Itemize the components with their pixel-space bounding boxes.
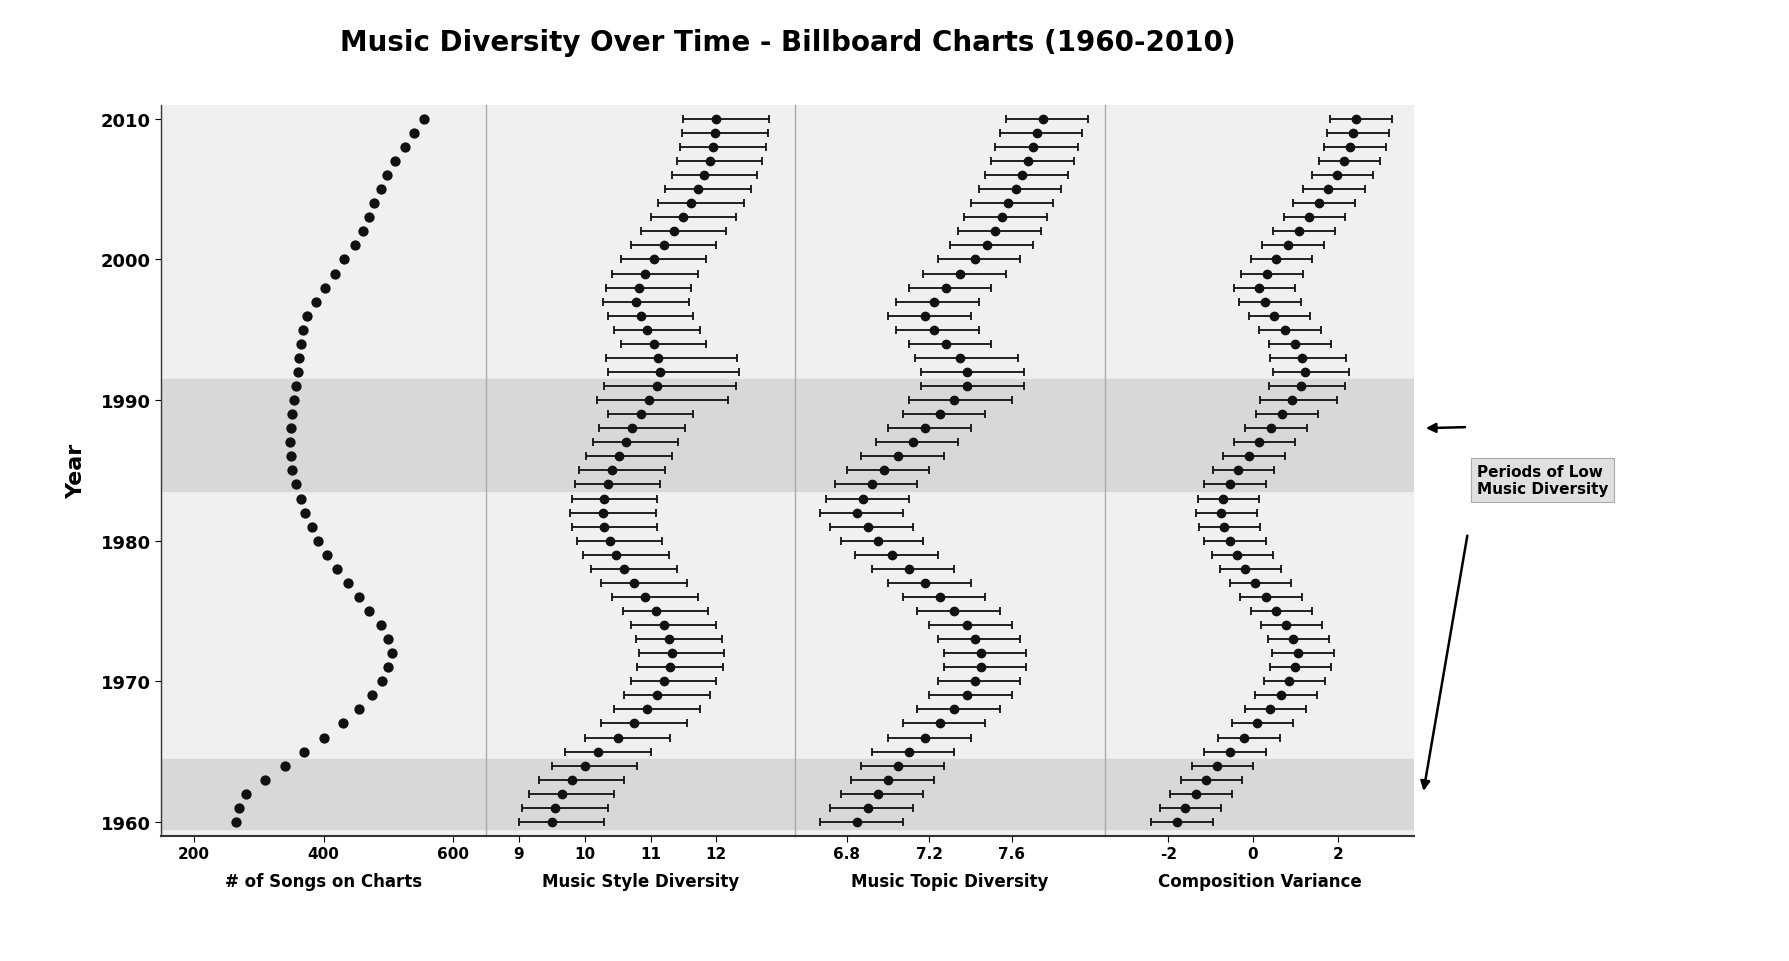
- Point: [222, 814, 250, 829]
- Y-axis label: Year: Year: [66, 443, 86, 499]
- Point: [381, 154, 410, 169]
- Point: [345, 702, 374, 717]
- Point: [367, 618, 395, 633]
- Bar: [1104, 759, 1413, 829]
- Bar: [161, 380, 485, 492]
- Point: [335, 576, 363, 591]
- Point: [360, 196, 388, 211]
- Point: [367, 183, 395, 198]
- Point: [309, 730, 338, 746]
- Point: [309, 281, 338, 296]
- Point: [286, 336, 315, 352]
- X-axis label: Composition Variance: Composition Variance: [1157, 873, 1360, 891]
- Bar: [794, 380, 1104, 492]
- Point: [290, 744, 318, 759]
- X-axis label: Music Topic Diversity: Music Topic Diversity: [852, 873, 1048, 891]
- Point: [345, 590, 374, 605]
- Bar: [161, 759, 485, 829]
- Point: [293, 308, 322, 324]
- Text: Music Diversity Over Time - Billboard Charts (1960-2010): Music Diversity Over Time - Billboard Ch…: [340, 29, 1234, 57]
- Bar: [1104, 380, 1413, 492]
- Point: [390, 140, 419, 156]
- X-axis label: # of Songs on Charts: # of Songs on Charts: [225, 873, 422, 891]
- Point: [277, 421, 306, 436]
- Point: [329, 253, 358, 268]
- Point: [277, 407, 306, 423]
- Point: [320, 266, 349, 282]
- Point: [288, 323, 317, 338]
- Point: [367, 674, 395, 689]
- Point: [377, 646, 406, 661]
- Point: [281, 379, 309, 394]
- Point: [410, 112, 438, 128]
- Bar: [794, 759, 1104, 829]
- Point: [354, 210, 383, 226]
- Point: [354, 604, 383, 619]
- Point: [372, 168, 401, 184]
- Point: [374, 631, 403, 647]
- Point: [284, 351, 313, 366]
- Point: [279, 393, 308, 408]
- Point: [270, 758, 299, 774]
- Point: [231, 786, 259, 801]
- Point: [340, 238, 369, 254]
- Point: [277, 463, 306, 479]
- Point: [401, 126, 429, 141]
- Point: [349, 225, 377, 240]
- Point: [358, 688, 386, 703]
- Point: [322, 561, 351, 577]
- Point: [283, 365, 311, 381]
- Point: [225, 801, 254, 816]
- Point: [286, 491, 315, 506]
- Point: [374, 660, 403, 676]
- Point: [281, 478, 309, 493]
- Point: [329, 716, 358, 731]
- Point: [304, 533, 333, 549]
- Bar: [485, 380, 794, 492]
- Point: [297, 519, 326, 534]
- Text: Periods of Low
Music Diversity: Periods of Low Music Diversity: [1476, 464, 1607, 497]
- Point: [276, 435, 304, 451]
- Point: [250, 773, 279, 788]
- Point: [313, 548, 342, 563]
- Point: [292, 505, 320, 521]
- Point: [301, 295, 329, 310]
- X-axis label: Music Style Diversity: Music Style Diversity: [542, 873, 739, 891]
- Point: [277, 449, 306, 464]
- Bar: [485, 759, 794, 829]
